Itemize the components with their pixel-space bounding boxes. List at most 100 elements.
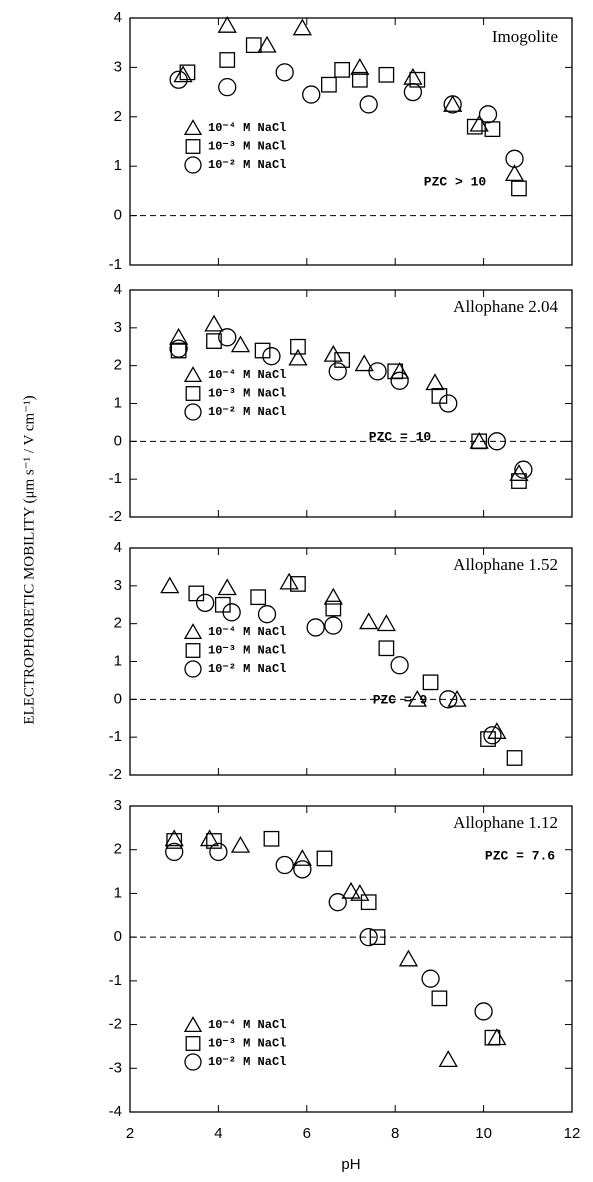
circle-marker: [483, 726, 502, 745]
triangle-marker: [199, 829, 220, 847]
triangle-marker: [438, 1050, 458, 1067]
legend-label: 10⁻³ M NaCl: [208, 1037, 286, 1051]
y-axis-label: ELECTROPHORETIC MOBILITY (μm s⁻¹ / V cm⁻…: [21, 395, 37, 724]
square-marker: [484, 1029, 501, 1046]
square-marker: [466, 118, 483, 135]
circle-marker: [209, 842, 228, 862]
triangle-marker: [160, 576, 180, 594]
x-axis-label: pH: [341, 1156, 360, 1173]
square-marker: [185, 139, 201, 154]
triangle-marker: [164, 829, 184, 847]
circle-marker: [324, 616, 343, 635]
x-tick-label: 6: [303, 1125, 311, 1142]
triangle-marker: [398, 949, 419, 967]
square-marker: [185, 1036, 201, 1051]
square-marker: [334, 352, 351, 368]
legend-label: 10⁻³ M NaCl: [208, 387, 286, 401]
square-marker: [334, 61, 351, 78]
x-tick-label: 2: [126, 1125, 134, 1142]
circle-marker: [293, 860, 312, 879]
y-tick-label: 2: [114, 615, 122, 632]
panel-title: Allophane 1.52: [453, 555, 558, 574]
triangle-marker: [407, 689, 427, 707]
circle-marker: [439, 394, 458, 413]
panel-title: Allophane 1.12: [453, 813, 558, 832]
legend-label: 10⁻⁴ M NaCl: [208, 625, 286, 639]
panel-title: Allophane 2.04: [453, 297, 558, 316]
y-tick-label: 4: [114, 9, 122, 26]
legend-label: 10⁻² M NaCl: [208, 158, 286, 172]
triangle-marker: [292, 18, 313, 36]
square-marker: [290, 338, 306, 355]
circle-marker: [474, 1002, 493, 1021]
x-tick-label: 4: [214, 1125, 222, 1142]
legend-label: 10⁻⁴ M NaCl: [208, 121, 286, 135]
square-marker: [219, 52, 236, 68]
circle-marker: [262, 347, 281, 366]
triangle-marker: [403, 67, 423, 85]
circle-marker: [359, 927, 378, 947]
x-tick-label: 12: [564, 1125, 581, 1142]
y-tick-label: 2: [114, 841, 122, 858]
circle-marker: [184, 156, 202, 174]
square-marker: [263, 830, 280, 847]
circle-marker: [184, 403, 202, 421]
triangle-marker: [509, 464, 529, 481]
circle-marker: [421, 969, 440, 988]
triangle-marker: [487, 722, 507, 739]
square-marker: [409, 71, 426, 88]
triangle-marker: [447, 689, 467, 707]
triangle-marker: [183, 119, 203, 136]
legend-label: 10⁻⁴ M NaCl: [208, 1018, 286, 1032]
triangle-marker: [359, 612, 379, 630]
x-tick-label: 10: [475, 1125, 492, 1142]
y-tick-label: 0: [114, 690, 122, 707]
square-marker: [206, 833, 222, 849]
y-tick-label: -1: [109, 728, 122, 745]
legend-label: 10⁻² M NaCl: [208, 662, 286, 676]
square-marker: [166, 833, 183, 849]
y-tick-label: 3: [114, 58, 122, 75]
pzc-annotation: PZC = 7.6: [485, 848, 555, 863]
square-marker: [250, 589, 267, 606]
square-marker: [431, 990, 448, 1007]
y-tick-label: 4: [114, 539, 122, 556]
circle-marker: [184, 660, 202, 678]
circle-marker: [403, 82, 423, 102]
circle-marker: [443, 95, 462, 114]
triangle-marker: [230, 335, 251, 353]
plot-frame: [129, 17, 573, 266]
square-marker: [325, 600, 342, 617]
circle-marker: [218, 328, 237, 347]
y-tick-label: -1: [109, 470, 122, 487]
circle-marker: [257, 605, 277, 624]
square-marker: [206, 333, 222, 349]
legend-label: 10⁻⁴ M NaCl: [208, 368, 286, 382]
y-tick-label: 2: [114, 108, 122, 125]
y-tick-label: -1: [109, 256, 122, 273]
square-marker: [387, 363, 404, 380]
y-tick-label: 3: [114, 797, 122, 814]
y-tick-label: -2: [109, 766, 122, 783]
square-marker: [360, 894, 377, 911]
circle-marker: [169, 339, 188, 358]
y-tick-label: 1: [114, 157, 122, 174]
y-tick-label: 4: [114, 281, 122, 298]
triangle-marker: [376, 614, 396, 632]
square-marker: [188, 585, 205, 602]
y-tick-label: -1: [109, 972, 122, 989]
circle-marker: [505, 149, 524, 168]
triangle-marker: [443, 95, 463, 112]
y-tick-label: 1: [114, 652, 122, 669]
triangle-marker: [173, 65, 193, 83]
triangle-marker: [183, 623, 203, 640]
legend-label: 10⁻³ M NaCl: [208, 140, 286, 154]
circle-marker: [390, 371, 409, 390]
square-marker: [484, 121, 501, 138]
triangle-marker: [217, 16, 237, 33]
square-marker: [422, 674, 439, 691]
circle-marker: [195, 593, 215, 613]
circle-marker: [368, 362, 387, 381]
triangle-marker: [341, 881, 361, 899]
square-marker: [316, 850, 333, 867]
